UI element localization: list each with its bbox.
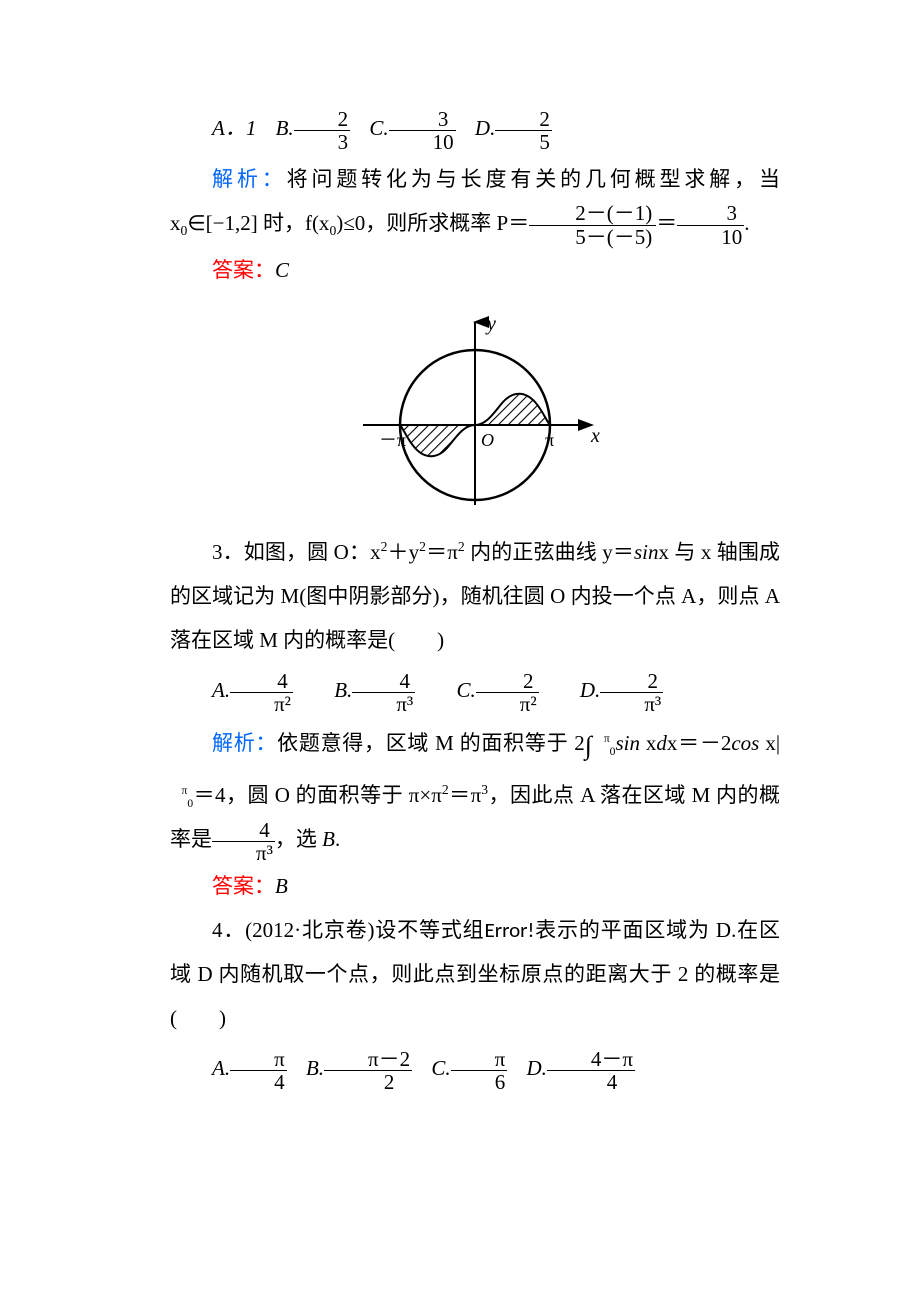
q2-options: A．1 B.23 C.310 D.25: [170, 106, 780, 153]
q3-figure: y x －π O π: [170, 310, 780, 520]
q2-option-c-frac: 310: [389, 108, 456, 153]
neg-pi-label: －π: [379, 430, 406, 450]
analysis-label: 解析：: [212, 167, 287, 191]
q2-frac1: 2－(－1)5－(－5): [529, 202, 656, 247]
page-content: A．1 B.23 C.310 D.25 解析：将问题转化为与长度有关的几何概型求…: [0, 0, 920, 1302]
error-text: Error!: [485, 917, 535, 943]
shaded-left-lobe: [400, 425, 475, 456]
q2-answer: 答案：C: [170, 248, 780, 292]
q3-answer: 答案：B: [170, 864, 780, 908]
q2-option-b-label: B.: [276, 116, 294, 140]
q3-analysis: 解析：依题意得，区域 M 的面积等于 2∫ π0sin xdx＝－2cos x|…: [170, 719, 780, 864]
q2-option-c-label: C.: [369, 116, 388, 140]
x-axis-label: x: [590, 425, 600, 447]
origin-label: O: [481, 430, 494, 450]
integral-icon: ∫: [585, 731, 592, 760]
q4-options: A.π4 B.π－22 C.π6 D.4－π4: [170, 1046, 780, 1093]
q2-option-b-frac: 23: [294, 108, 351, 153]
pi-label: π: [545, 430, 554, 450]
q2-option-a: A．1: [212, 116, 256, 140]
q2-option-d-frac: 25: [495, 108, 552, 153]
q2-option-d-label: D.: [475, 116, 495, 140]
q4-stem: 4．(2012·北京卷)设不等式组Error!表示的平面区域为 D.在区域 D …: [170, 908, 780, 1040]
q3-stem: 3．如图，圆 O：x2＋y2＝π2 内的正弦曲线 y＝sinx 与 x 轴围成的…: [170, 530, 780, 662]
q3-options: A.4π² B.4π³ C.2π² D.2π³: [170, 668, 780, 715]
sine-circle-diagram: y x －π O π: [345, 310, 605, 520]
answer-label: 答案：: [212, 258, 275, 282]
q2-answer-value: C: [275, 258, 289, 282]
q2-frac2: 310: [677, 202, 744, 247]
y-axis-label: y: [485, 313, 496, 335]
q2-analysis: 解析：将问题转化为与长度有关的几何概型求解，当 x0∈[−1,2] 时，f(x0…: [170, 157, 780, 248]
shaded-right-lobe: [475, 393, 550, 424]
